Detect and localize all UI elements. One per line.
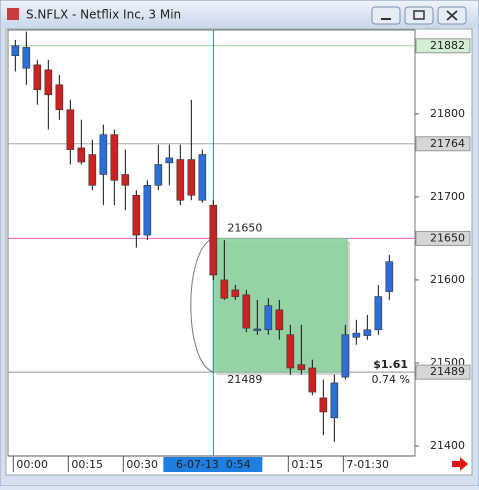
measure-arc bbox=[190, 237, 214, 373]
candle-body bbox=[275, 309, 284, 331]
candle-body bbox=[66, 109, 75, 150]
price-label: 21650 bbox=[430, 231, 465, 244]
candle-body bbox=[341, 334, 350, 378]
maximize-button[interactable] bbox=[404, 6, 434, 25]
measure-high-label: 21650 bbox=[227, 221, 262, 234]
app-icon bbox=[7, 8, 19, 20]
candle-body bbox=[176, 159, 185, 201]
measure-percent: 0.74 % bbox=[372, 373, 410, 386]
candle-body bbox=[33, 64, 42, 91]
price-label-box bbox=[415, 364, 471, 380]
window-title: S.NFLX - Netflix Inc, 3 Min bbox=[26, 8, 181, 22]
scroll-arrow[interactable] bbox=[452, 457, 468, 471]
price-label-box bbox=[415, 136, 471, 152]
candle-body bbox=[55, 84, 64, 111]
price-label-box bbox=[415, 38, 471, 54]
price-label: 21764 bbox=[430, 137, 465, 150]
candle-body bbox=[297, 364, 306, 370]
measure-box bbox=[212, 237, 348, 373]
maximize-glyph bbox=[413, 10, 425, 20]
x-tick-label: 00:00 bbox=[16, 458, 48, 471]
price-label: 21489 bbox=[430, 365, 465, 378]
price-label-box bbox=[415, 230, 471, 246]
candle-body bbox=[110, 134, 119, 181]
price-label: 21882 bbox=[430, 39, 465, 52]
candle-body bbox=[220, 279, 229, 299]
candle-body bbox=[308, 367, 317, 393]
candle-body bbox=[330, 382, 339, 419]
cursor-label: 6-07-13 0:54 bbox=[176, 458, 251, 471]
x-tick-label: 00:30 bbox=[126, 458, 158, 471]
candle-body bbox=[154, 164, 163, 186]
y-tick-label: 21800 bbox=[430, 107, 465, 120]
candle-body bbox=[363, 329, 372, 336]
y-tick-label: 21400 bbox=[430, 439, 465, 452]
window-buttons[interactable] bbox=[371, 6, 467, 25]
candle-body bbox=[253, 328, 262, 331]
candle-body bbox=[187, 159, 196, 196]
candle-body bbox=[121, 174, 130, 186]
candle-body bbox=[264, 305, 273, 331]
candle-body bbox=[77, 147, 86, 163]
candle-body bbox=[385, 261, 394, 292]
close-glyph bbox=[446, 10, 458, 21]
x-tick-label: 7-01:30 bbox=[346, 458, 389, 471]
candle-body bbox=[319, 397, 328, 413]
measure-low-label: 21489 bbox=[227, 373, 262, 386]
candle-body bbox=[132, 194, 141, 236]
candle-body bbox=[22, 47, 31, 69]
candle-body bbox=[143, 184, 152, 236]
candle-body bbox=[286, 334, 295, 369]
candle-body bbox=[11, 45, 20, 57]
candle-body bbox=[374, 296, 383, 331]
measure-change: $1.61 bbox=[373, 358, 408, 371]
candle-body bbox=[99, 134, 108, 175]
cursor-label-box bbox=[163, 457, 263, 472]
minimize-button[interactable] bbox=[371, 6, 401, 25]
candle-body bbox=[88, 154, 97, 186]
y-tick-label: 21700 bbox=[430, 190, 465, 203]
candle-body bbox=[231, 289, 240, 297]
candle-body bbox=[198, 154, 207, 201]
y-tick-label: 21600 bbox=[430, 273, 465, 286]
candle-body bbox=[209, 204, 218, 276]
x-tick-label: 01:15 bbox=[291, 458, 323, 471]
x-tick-label: 00:15 bbox=[71, 458, 103, 471]
candle-body bbox=[44, 69, 53, 96]
candle-body bbox=[242, 294, 251, 329]
candle-body bbox=[352, 332, 361, 338]
candle-body bbox=[165, 157, 174, 164]
